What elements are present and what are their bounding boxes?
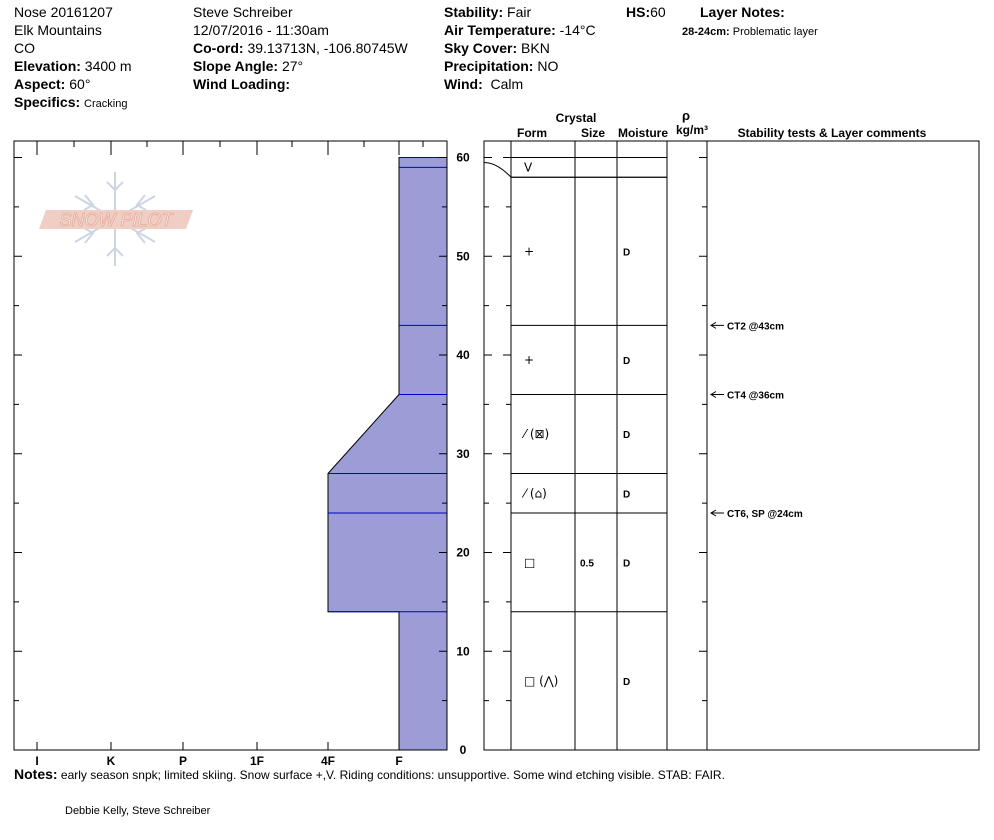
specifics-value: Cracking [84,98,128,110]
col-tests-header: Stability tests & Layer comments [738,126,927,140]
hardness-tick-label: F [395,754,402,768]
pit-name: Nose 20161207 [14,4,113,20]
wind-loading-row: Wind Loading: [193,75,290,93]
slope-value: 27° [281,58,304,74]
depth-tick-label: 50 [456,249,470,263]
specifics-row: Specifics: Cracking [14,93,127,113]
stability-test-label: CT2 @43cm [727,321,784,332]
grain-form-symbol: ⁄ (⌂) [521,486,547,500]
moisture-value: D [623,247,630,258]
sky-cover-row: Sky Cover: BKN [444,39,550,57]
col-moisture-header: Moisture [618,126,668,140]
layer-table: V + D + D ⁄ (⊠) D ⁄ (⌂) D □ 0.5 D □ (⋀) D CT2 @43cm CT4… [483,140,980,751]
grain-form-symbol: + [524,353,534,367]
mountain-range: Elk Mountains [14,22,102,38]
stability-label: Stability: [444,4,504,20]
air-temp-value: -14°C [559,22,596,38]
observer: Steve Schreiber [193,4,293,20]
moisture-value: D [623,558,630,569]
hs-label: HS: [626,4,651,20]
layer-table-frame [483,140,980,751]
wind-value: Calm [490,76,524,92]
stability-row: Stability: Fair [444,3,531,21]
precip-value: NO [537,58,559,74]
elevation-label: Elevation: [14,58,81,74]
precip-label: Precipitation: [444,58,534,74]
grain-form-symbol: □ (⋀) [524,674,558,688]
notes-label: Notes: [14,766,58,782]
datetime: 12/07/2016 - 11:30am [193,22,329,38]
arrow-head-icon [710,509,717,517]
hardness-chart-frame [13,140,448,751]
notes-text: early season snpk; limited skiing. Snow … [60,768,725,782]
hardness-tick-label: I [35,754,38,768]
hardness-axis: I K P 1F 4F F [35,742,403,768]
moisture-value: D [623,356,630,367]
slope-label: Slope Angle: [193,58,279,74]
depth-ticks-left [14,141,447,751]
layer-note-row: 28-24cm: Problematic layer [682,23,818,41]
moisture-value: D [623,489,630,500]
sky-cover-value: BKN [521,40,550,56]
arrow-head-icon [710,321,717,329]
col-rho-header: ρ [682,108,690,123]
moisture-value: D [623,430,630,441]
col-size-header: Size [581,126,605,140]
logo-text: SNOW PILOT [59,210,174,230]
aspect-label: Aspect: [14,76,66,92]
air-temp-row: Air Temperature: -14°C [444,21,596,39]
col-form-header: Form [517,126,547,140]
depth-tick-label: 40 [456,348,470,362]
hs-row: HS:60 [626,3,666,21]
depth-tick-label: 20 [456,546,470,560]
air-temp-label: Air Temperature: [444,22,556,38]
hs-value: 60 [650,4,666,20]
stability-test-label: CT6, SP @24cm [727,509,803,520]
specifics-label: Specifics: [14,94,81,110]
layer-note-range: 28-24cm: [682,26,730,38]
aspect-value: 60° [69,76,91,92]
layer-notes-label: Layer Notes: [700,4,785,20]
depth-axis: 0 10 20 30 40 50 60 [456,151,470,758]
aspect-row: Aspect: 60° [14,75,90,93]
depth-tick-label: 30 [456,447,470,461]
grain-size-value: 0.5 [580,558,594,569]
sky-cover-label: Sky Cover: [444,40,518,56]
coord-value: 39.13713N, -106.80745W [247,40,408,56]
hardness-tick-label: 4F [321,754,335,768]
depth-tick-label: 60 [456,151,470,165]
depth-tick-label: 10 [456,644,470,658]
coord-label: Co-ord: [193,40,244,56]
col-crystal-header: Crystal [556,111,597,125]
hardness-tick-label: K [107,754,116,768]
layer-connector [483,161,512,178]
wind-loading-label: Wind Loading: [193,76,291,92]
depth-tick-label: 0 [460,743,467,757]
precip-row: Precipitation: NO [444,57,558,75]
coord-row: Co-ord: 39.13713N, -106.80745W [193,39,408,57]
grain-form-symbol: □ [524,555,535,569]
hardness-profile-area [327,157,448,751]
observers: Debbie Kelly, Steve Schreiber [65,805,211,817]
hardness-tick-label: 1F [250,754,264,768]
stability-value: Fair [507,4,532,20]
state: CO [14,40,35,56]
elevation-value: 3400 m [84,58,132,74]
notes-row: Notes: early season snpk; limited skiing… [14,766,725,782]
col-density-header: kg/m³ [676,123,708,137]
wind-label: Wind: [444,76,483,92]
hardness-tick-label: P [179,754,187,768]
arrow-head-icon [710,391,717,398]
wind-row: Wind: Calm [444,75,523,93]
grain-form-symbol: ⁄ (⊠) [521,427,549,441]
slope-row: Slope Angle: 27° [193,57,303,75]
stability-test-label: CT4 @36cm [727,391,784,402]
elevation-row: Elevation: 3400 m [14,57,132,75]
grain-form-symbol: V [524,160,533,174]
grain-form-symbol: + [524,244,534,258]
moisture-value: D [623,677,630,688]
layer-note-text: Problematic layer [732,26,818,38]
snowpilot-logo: SNOW PILOT [39,172,193,266]
